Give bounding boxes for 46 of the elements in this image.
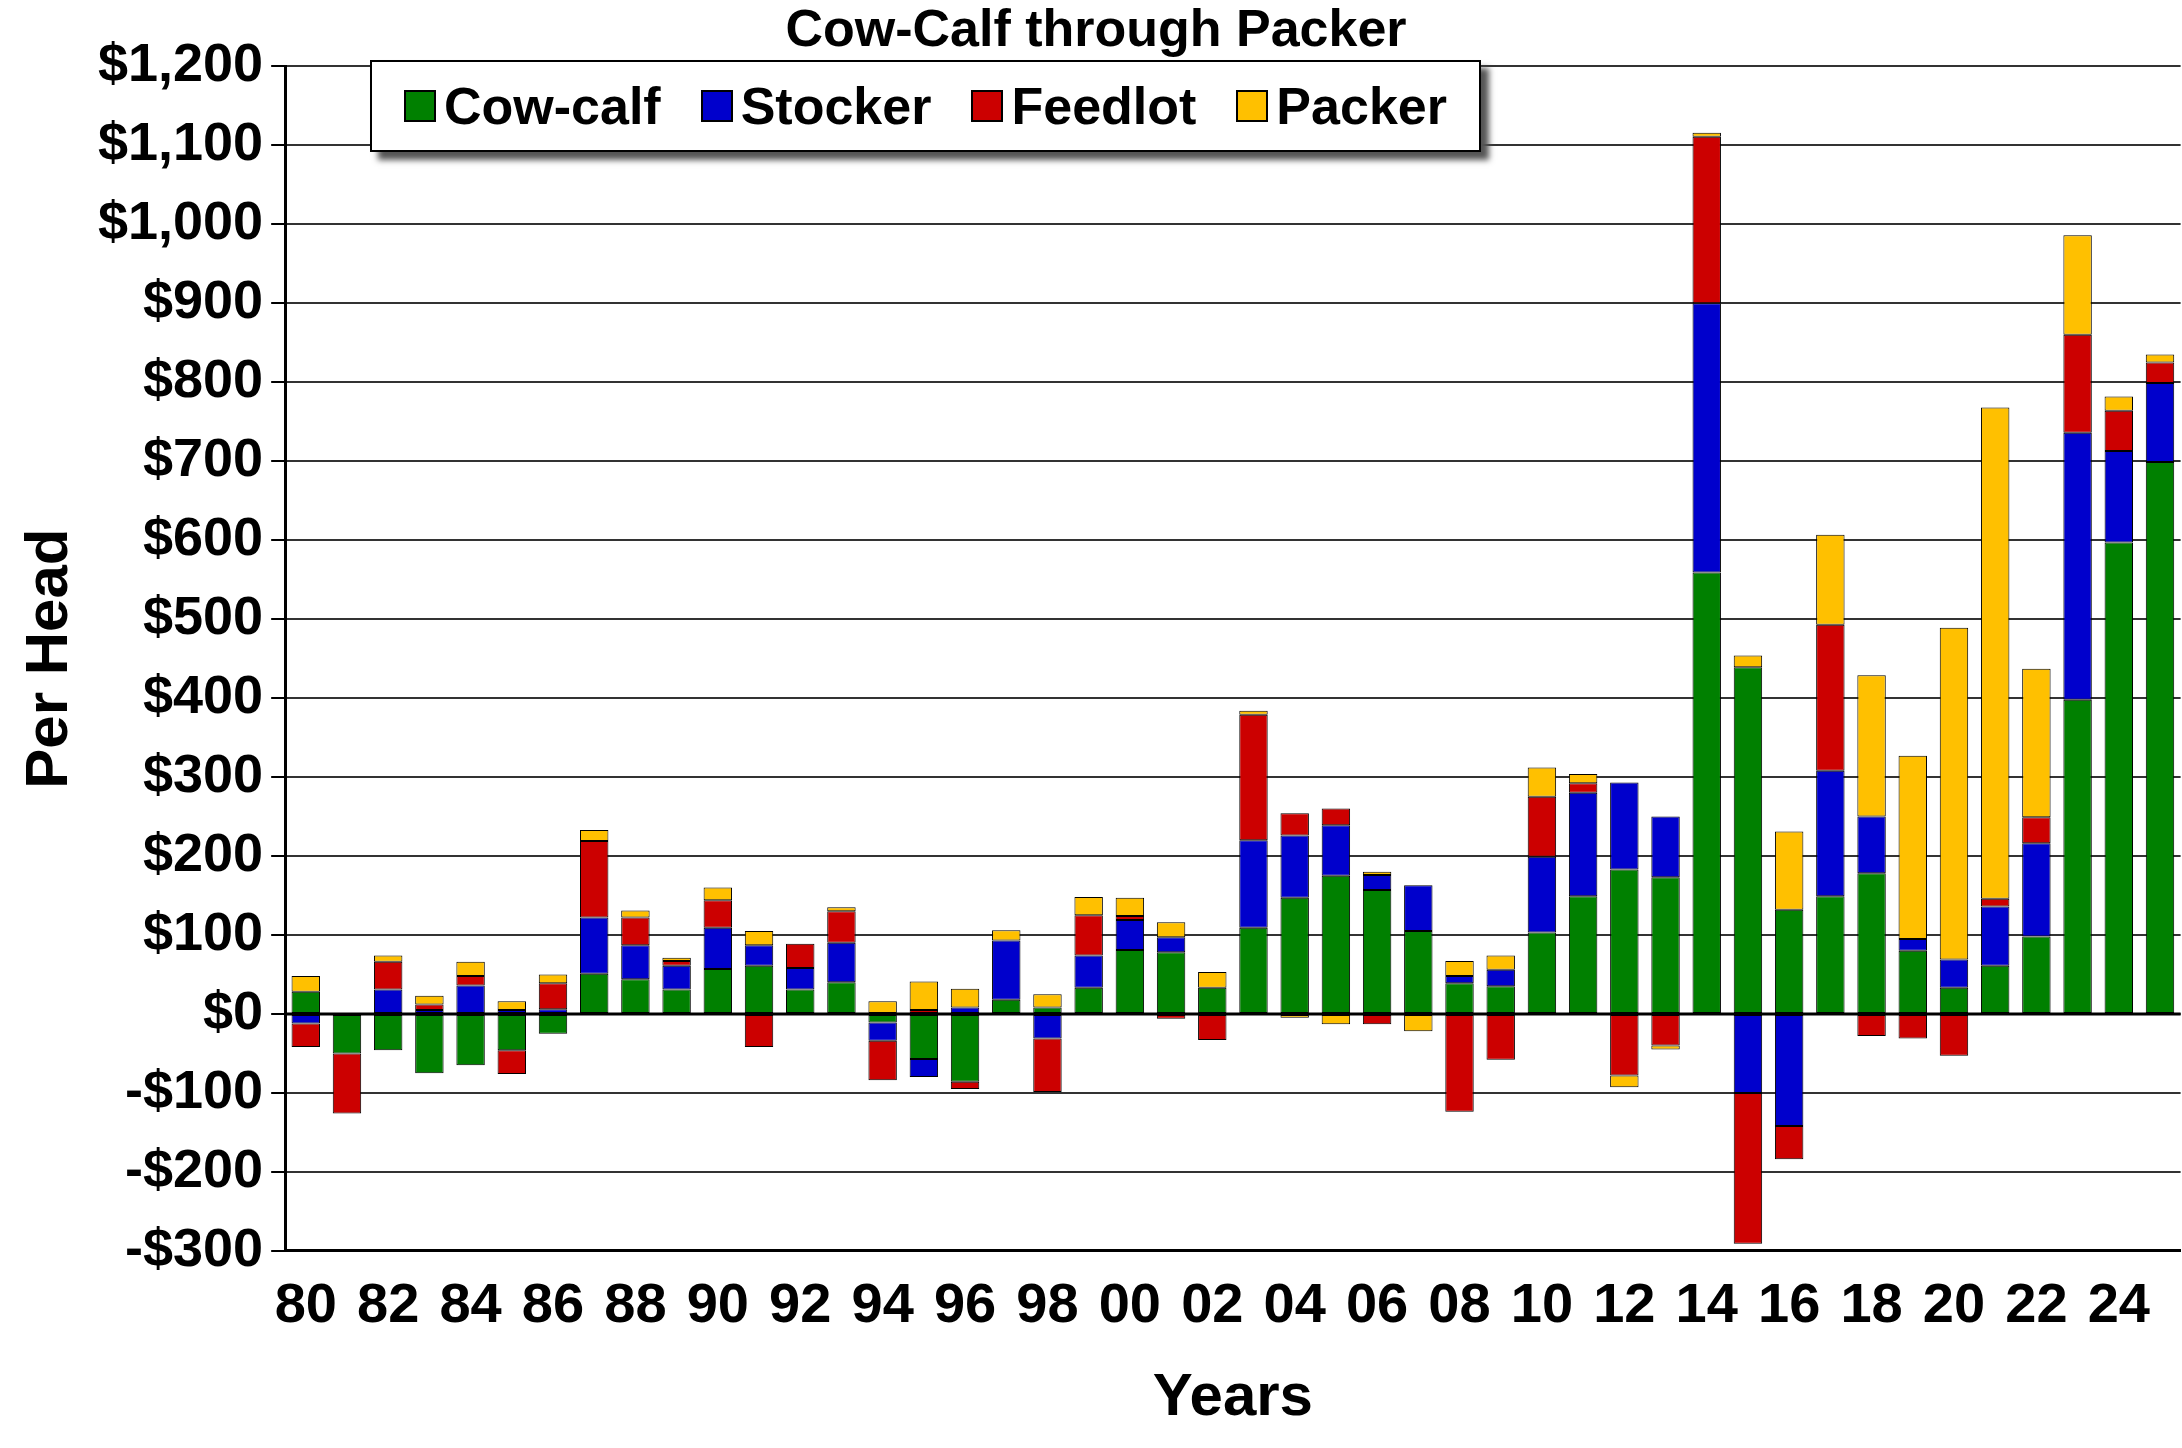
x-tick-label: 80: [274, 1270, 337, 1334]
x-tick-label: 90: [686, 1270, 749, 1334]
x-tick-label: 98: [1016, 1270, 1079, 1334]
x-tick-label: 08: [1428, 1270, 1491, 1334]
x-tick-label: 24: [2087, 1270, 2150, 1334]
y-tick-label: $500: [143, 585, 264, 646]
y-tick-label: $0: [203, 979, 264, 1040]
y-tick-label: $300: [143, 742, 264, 803]
y-tick-label: -$100: [125, 1058, 264, 1119]
y-tick-label: $1,100: [97, 111, 264, 172]
y-tick-label: $400: [143, 663, 264, 724]
y-tick-label: $100: [143, 900, 264, 961]
x-tick-label: 86: [521, 1270, 585, 1334]
y-tick-label: $600: [143, 506, 264, 567]
x-tick-label: 20: [1922, 1270, 1986, 1334]
legend-label: Packer: [1276, 76, 1447, 136]
y-tick-label: -$300: [125, 1216, 264, 1277]
x-tick-label: 12: [1593, 1270, 1656, 1334]
y-tick-label: $700: [143, 427, 264, 488]
x-tick-label: 84: [439, 1270, 502, 1334]
legend-label: Cow-calf: [444, 76, 661, 136]
x-tick-label: 16: [1758, 1270, 1821, 1334]
x-tick-label: 96: [933, 1270, 997, 1334]
y-tick-label: $800: [143, 348, 264, 409]
y-tick-label: $200: [143, 821, 264, 882]
y-tick-label: $900: [143, 269, 264, 330]
y-axis-title: Per Head: [12, 528, 80, 789]
x-tick-label: 04: [1263, 1270, 1326, 1334]
x-tick-label: 92: [769, 1270, 832, 1334]
x-tick-label: 94: [851, 1270, 914, 1334]
x-axis-title: Years: [1152, 1360, 1313, 1428]
x-tick-label: 82: [357, 1270, 420, 1334]
x-tick-label: 14: [1675, 1270, 1738, 1334]
x-tick-label: 22: [2005, 1270, 2068, 1334]
y-tick-label: $1,000: [97, 190, 264, 251]
x-tick-label: 18: [1840, 1270, 1903, 1334]
y-tick-label: -$200: [125, 1137, 264, 1198]
legend-label: Stocker: [740, 76, 932, 136]
y-tick-label: $1,200: [97, 32, 264, 93]
x-tick-label: 88: [604, 1270, 667, 1334]
x-tick-label: 02: [1181, 1270, 1244, 1334]
chart-title: Cow-Calf through Packer: [785, 0, 1407, 57]
x-tick-label: 06: [1345, 1270, 1409, 1334]
x-tick-label: 10: [1510, 1270, 1574, 1334]
legend-label: Feedlot: [1011, 76, 1197, 136]
x-tick-label: 00: [1098, 1270, 1162, 1334]
